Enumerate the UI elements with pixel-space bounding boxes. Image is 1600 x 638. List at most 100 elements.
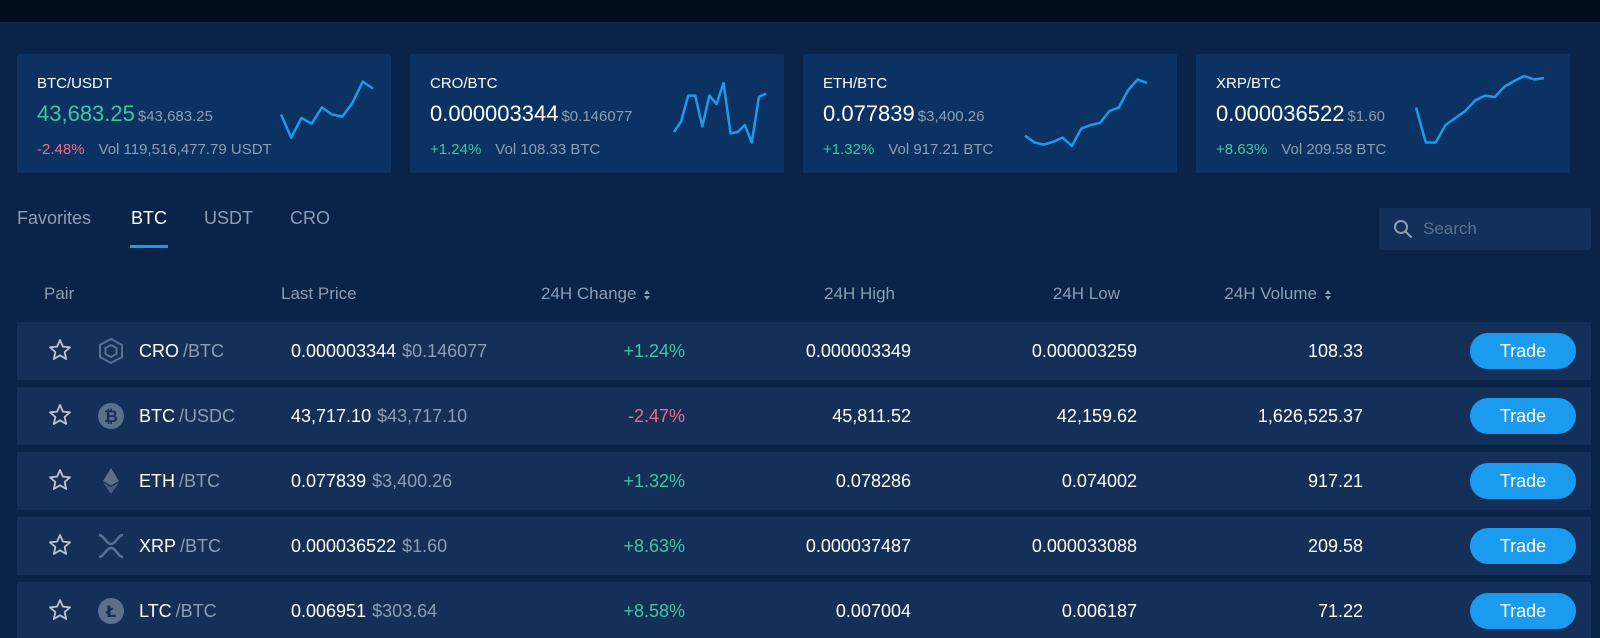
ticker-meta: +8.63% Vol 209.58 BTC <box>1216 141 1386 158</box>
ticker-volume: Vol 209.58 BTC <box>1281 141 1387 158</box>
ticker-change: +8.63% <box>1216 141 1268 158</box>
sparkline-line <box>1414 74 1545 144</box>
ticker-volume: Vol 108.33 BTC <box>495 141 601 158</box>
sparkline-chart <box>672 81 767 144</box>
last-price: 0.000036522 $1.60 <box>291 536 447 557</box>
column-low[interactable]: 24H Low <box>1052 284 1120 303</box>
change-value: +1.32% <box>623 471 685 491</box>
sparkline-line <box>1024 78 1148 148</box>
column-pair[interactable]: Pair <box>44 284 75 303</box>
trade-button[interactable]: Trade <box>1470 333 1576 369</box>
ticker-card-btc-usdt[interactable]: BTC/USDT 43,683.25 $43,683.25 -2.48% Vol 1… <box>17 54 391 173</box>
ticker-pair: CRO/BTC <box>430 75 498 92</box>
last-price: 43,717.10 $43,717.10 <box>291 406 467 427</box>
column-last-price[interactable]: Last Price <box>281 284 357 303</box>
volume-value: 917.21 <box>1307 471 1363 491</box>
table-header: Pair Last Price 24H Change 24H High 24H … <box>17 284 1591 306</box>
last-price-usd: $0.146077 <box>402 341 488 361</box>
ticker-price: 0.077839 <box>823 101 915 126</box>
last-price-usd: $3,400.26 <box>372 471 453 491</box>
ticker-price-row: 0.000036522 $1.60 <box>1216 101 1385 127</box>
last-price: 0.006951 $303.64 <box>291 601 437 622</box>
low-value: 0.000003259 <box>1031 341 1137 361</box>
sort-icon[interactable] <box>644 289 652 300</box>
last-price-value: 0.077839 <box>291 471 367 491</box>
ticker-volume: Vol 119,516,477.79 USDT <box>98 141 272 158</box>
last-price: 0.000003344 $0.146077 <box>291 341 487 362</box>
search-input[interactable] <box>1423 208 1583 250</box>
table-row[interactable]: Ł LTC/BTC 0.006951 $303.64 +8.58% 0.00700… <box>17 582 1591 638</box>
ticker-price-row: 0.000003344 $0.146077 <box>430 101 632 127</box>
quote-asset: /BTC <box>183 341 225 361</box>
quote-asset: /USDC <box>179 406 236 426</box>
ticker-meta: +1.24% Vol 108.33 BTC <box>430 141 600 158</box>
ticker-card-cro-btc[interactable]: CRO/BTC 0.000003344 $0.146077 +1.24% Vol 1… <box>410 54 784 173</box>
ticker-pair: XRP/BTC <box>1216 75 1282 92</box>
low-value: 0.006187 <box>1061 601 1137 621</box>
ticker-price: 43,683.25 <box>37 101 135 126</box>
ticker-meta: -2.48% Vol 119,516,477.79 USDT <box>37 141 272 158</box>
active-tab-indicator <box>130 245 168 248</box>
volume-value: 1,626,525.37 <box>1257 406 1363 426</box>
favorite-star-icon[interactable] <box>48 468 72 492</box>
last-price-value: 0.000003344 <box>291 341 397 361</box>
last-price-usd: $1.60 <box>402 536 448 556</box>
pair-name: CRO/BTC <box>139 341 224 362</box>
sparkline-chart <box>1024 78 1148 148</box>
low-value: 0.074002 <box>1061 471 1137 491</box>
table-row[interactable]: ETH/BTC 0.077839 $3,400.26 +1.32% 0.07828… <box>17 452 1591 510</box>
volume-value: 108.33 <box>1307 341 1363 361</box>
tab-favorites[interactable]: Favorites <box>17 208 92 228</box>
svg-text:Ł: Ł <box>105 602 116 621</box>
ticker-price-row: 0.077839 $3,400.26 <box>823 101 985 127</box>
ticker-change: +1.32% <box>823 141 875 158</box>
favorite-star-icon[interactable] <box>48 403 72 427</box>
tab-cro[interactable]: CRO <box>290 208 330 228</box>
column-change-header[interactable]: 24H Change <box>541 284 652 304</box>
change-value: +1.24% <box>623 341 685 361</box>
last-price: 0.077839 $3,400.26 <box>291 471 452 492</box>
base-asset: XRP <box>139 536 177 556</box>
column-volume-header[interactable]: 24H Volume <box>1224 284 1333 304</box>
trade-button[interactable]: Trade <box>1470 463 1576 499</box>
ticker-volume: Vol 917.21 BTC <box>888 141 994 158</box>
base-asset: CRO <box>139 341 179 361</box>
last-price-value: 43,717.10 <box>291 406 372 426</box>
change-value: +8.58% <box>623 601 685 621</box>
pair-name: BTC/USDC <box>139 406 235 427</box>
base-asset: ETH <box>139 471 175 491</box>
tab-usdt[interactable]: USDT <box>204 208 253 228</box>
change-value: +8.63% <box>623 536 685 556</box>
favorite-star-icon[interactable] <box>48 533 72 557</box>
column-high[interactable]: 24H High <box>824 284 895 303</box>
sparkline-line <box>279 80 374 139</box>
ticker-pair: ETH/BTC <box>823 75 888 92</box>
quote-asset: /BTC <box>175 601 217 621</box>
pair-name: XRP/BTC <box>139 536 221 557</box>
ltc-coin-icon: Ł <box>98 598 124 624</box>
ticker-card-eth-btc[interactable]: ETH/BTC 0.077839 $3,400.26 +1.32% Vol 917.… <box>803 54 1177 173</box>
favorite-star-icon[interactable] <box>48 598 72 622</box>
favorite-star-icon[interactable] <box>48 338 72 362</box>
trade-button[interactable]: Trade <box>1470 593 1576 629</box>
tab-btc[interactable]: BTC <box>131 208 167 228</box>
ticker-price-row: 43,683.25 $43,683.25 <box>37 101 213 127</box>
last-price-value: 0.006951 <box>291 601 367 621</box>
sort-icon[interactable] <box>1325 289 1333 300</box>
ticker-price: 0.000036522 <box>1216 101 1345 126</box>
trade-button[interactable]: Trade <box>1470 528 1576 564</box>
last-price-usd: $43,717.10 <box>377 406 468 426</box>
search-box[interactable] <box>1379 208 1591 250</box>
xrp-coin-icon <box>98 533 124 559</box>
ticker-pair: BTC/USDT <box>37 75 112 92</box>
low-value: 42,159.62 <box>1056 406 1137 426</box>
table-row[interactable]: ₿ BTC/USDC 43,717.10 $43,717.10 -2.47% 45… <box>17 387 1591 445</box>
table-row[interactable]: XRP/BTC 0.000036522 $1.60 +8.63% 0.000037… <box>17 517 1591 575</box>
ticker-usd-price: $0.146077 <box>561 108 633 125</box>
svg-text:₿: ₿ <box>104 407 118 427</box>
low-value: 0.000033088 <box>1031 536 1137 556</box>
table-row[interactable]: CRO/BTC 0.000003344 $0.146077 +1.24% 0.00… <box>17 322 1591 380</box>
trade-button[interactable]: Trade <box>1470 398 1576 434</box>
ticker-card-xrp-btc[interactable]: XRP/BTC 0.000036522 $1.60 +8.63% Vol 209.5… <box>1196 54 1570 173</box>
ticker-cards: BTC/USDT 43,683.25 $43,683.25 -2.48% Vol 1… <box>17 54 1591 173</box>
